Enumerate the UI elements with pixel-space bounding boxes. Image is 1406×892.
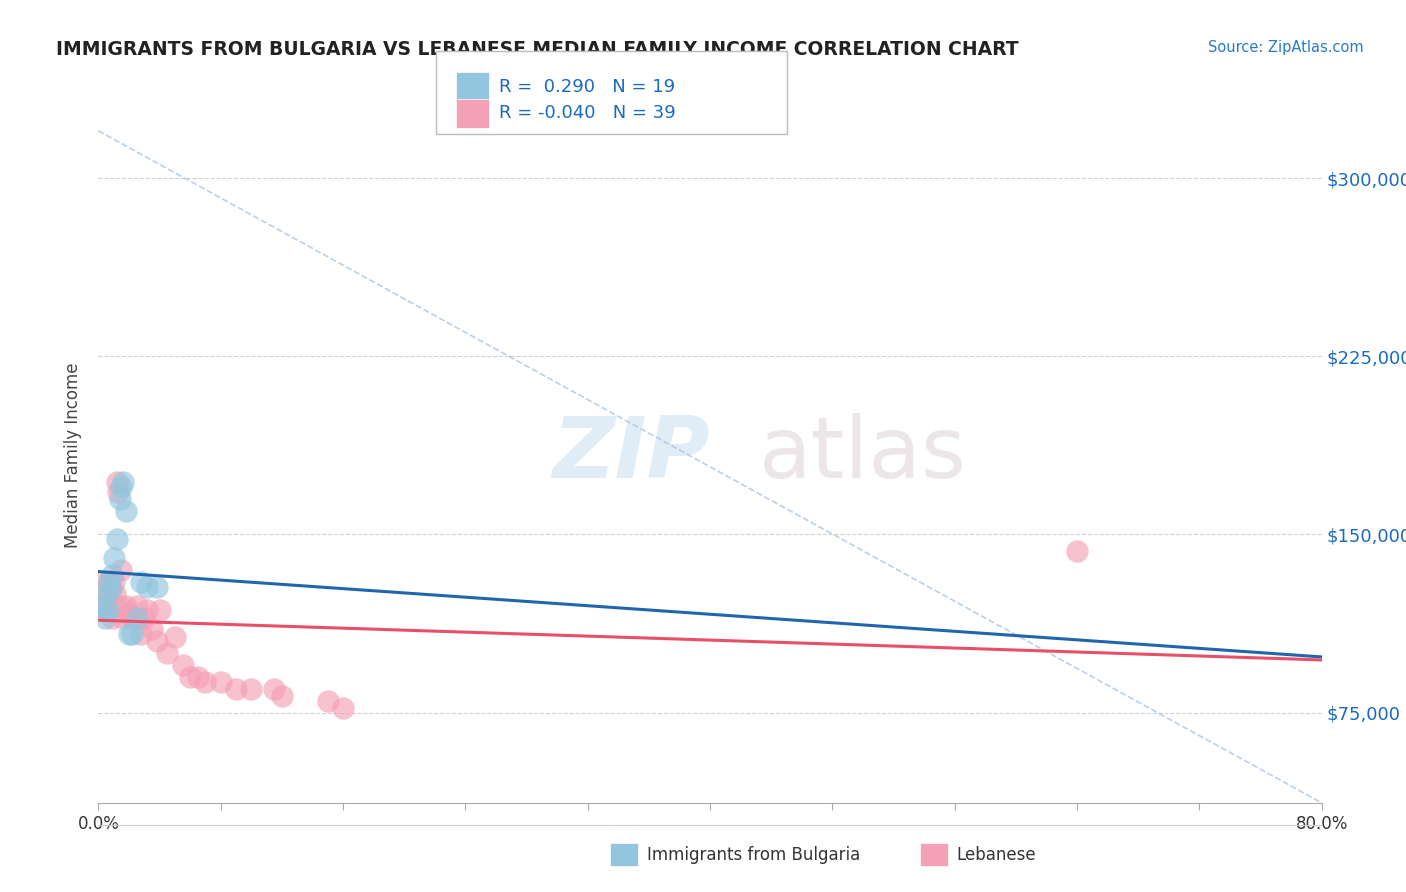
Point [149, 603, 172, 617]
Point [103, 574, 125, 589]
Point [225, 681, 247, 696]
Point [111, 475, 134, 490]
Point [91, 599, 114, 613]
Point [110, 563, 132, 577]
Point [156, 646, 179, 660]
Point [270, 689, 292, 703]
Point [105, 533, 128, 547]
Point [94, 603, 117, 617]
Point [240, 681, 263, 696]
Text: R = -0.040   N = 39: R = -0.040 N = 39 [499, 104, 676, 122]
Point [97, 591, 120, 606]
Text: Lebanese: Lebanese [956, 846, 1036, 863]
Point [136, 580, 159, 594]
Point [98, 574, 121, 589]
Point [141, 623, 163, 637]
Text: atlas: atlas [759, 413, 967, 497]
Point [136, 603, 159, 617]
Point [105, 475, 128, 490]
Point [93, 610, 115, 624]
Point [145, 634, 167, 648]
Text: R =  0.290   N = 19: R = 0.290 N = 19 [499, 78, 675, 95]
Point [100, 582, 122, 596]
Point [134, 610, 156, 624]
Point [1066, 544, 1088, 558]
Point [172, 658, 194, 673]
Point [111, 610, 134, 624]
Y-axis label: Median Family Income: Median Family Income [65, 362, 83, 548]
Point [97, 603, 120, 617]
Point [115, 599, 138, 613]
Point [115, 504, 138, 518]
Point [129, 574, 152, 589]
Text: Source: ZipAtlas.com: Source: ZipAtlas.com [1208, 40, 1364, 55]
Point [121, 627, 143, 641]
Point [104, 587, 127, 601]
Point [101, 610, 124, 624]
Point [107, 484, 129, 499]
Point [103, 551, 125, 566]
Text: ZIP: ZIP [553, 413, 710, 497]
Point [179, 670, 201, 684]
Point [108, 599, 131, 613]
Point [209, 674, 232, 689]
Point [125, 599, 148, 613]
Point [98, 574, 121, 589]
Point [263, 681, 285, 696]
Point [110, 480, 132, 494]
Point [129, 627, 152, 641]
Point [163, 630, 186, 644]
Point [145, 580, 167, 594]
Point [90, 599, 112, 613]
Point [316, 694, 339, 708]
Point [187, 670, 209, 684]
Point [332, 701, 354, 715]
Point [94, 587, 117, 601]
Text: IMMIGRANTS FROM BULGARIA VS LEBANESE MEDIAN FAMILY INCOME CORRELATION CHART: IMMIGRANTS FROM BULGARIA VS LEBANESE MED… [56, 40, 1019, 59]
Point [125, 610, 148, 624]
Point [121, 610, 143, 624]
Point [100, 580, 122, 594]
Point [91, 574, 114, 589]
Point [118, 606, 141, 620]
Point [93, 587, 115, 601]
Point [101, 567, 124, 582]
Point [118, 627, 141, 641]
Point [194, 674, 217, 689]
Text: Immigrants from Bulgaria: Immigrants from Bulgaria [647, 846, 860, 863]
Point [108, 491, 131, 506]
